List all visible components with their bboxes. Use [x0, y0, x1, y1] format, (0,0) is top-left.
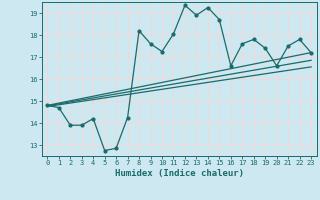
X-axis label: Humidex (Indice chaleur): Humidex (Indice chaleur) [115, 169, 244, 178]
